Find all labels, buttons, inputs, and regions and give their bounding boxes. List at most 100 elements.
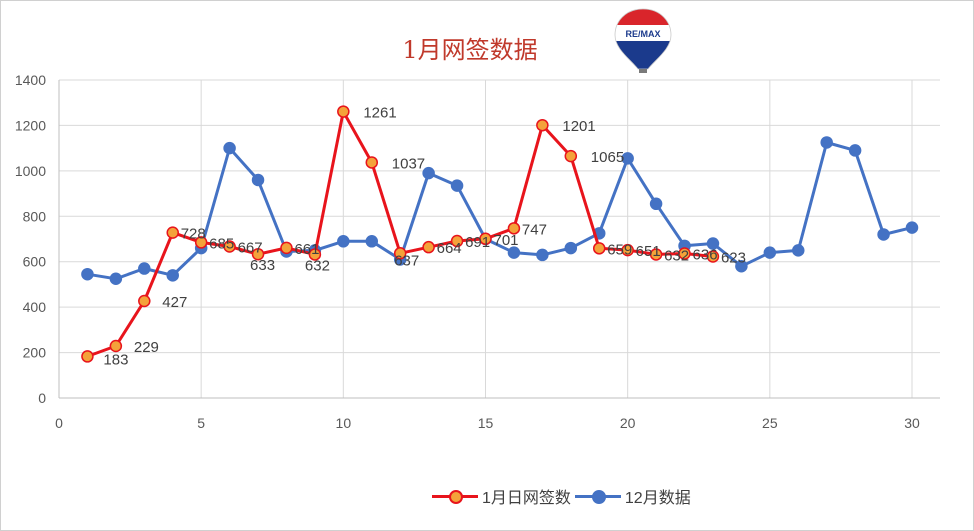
series-2-point — [166, 269, 179, 282]
series-1-point — [138, 294, 151, 308]
series-1-point — [393, 247, 407, 260]
data-label: 728 — [181, 226, 206, 243]
x-tick-label: 10 — [336, 415, 352, 431]
series-1-point — [507, 222, 521, 235]
series-2-point — [422, 166, 435, 180]
data-label: 637 — [394, 252, 419, 269]
series-2-point — [649, 197, 663, 211]
series-1-point — [251, 247, 265, 261]
series-2-point — [365, 235, 379, 248]
data-label: 427 — [162, 294, 187, 311]
x-tick-label: 5 — [197, 415, 205, 431]
data-label: 632 — [664, 247, 689, 264]
data-label: 701 — [494, 232, 519, 249]
data-label: 661 — [294, 241, 319, 258]
series-1-point — [621, 243, 634, 257]
series-2-point — [223, 141, 236, 155]
data-label: 229 — [134, 339, 159, 356]
series-1-point — [450, 234, 464, 248]
series-1-point — [223, 240, 236, 253]
data-label: 691 — [465, 234, 490, 251]
series-1-point — [592, 242, 606, 255]
series-2-point — [905, 221, 919, 234]
data-label: 183 — [103, 351, 128, 368]
y-tick-label: 600 — [23, 254, 47, 270]
series-lines — [81, 105, 919, 363]
y-tick-label: 1000 — [15, 163, 46, 179]
x-tick-label: 30 — [904, 415, 920, 431]
legend-label-series-1: 1月日网签数 — [482, 490, 571, 507]
series-2-point — [507, 246, 521, 259]
x-tick-label: 20 — [620, 415, 636, 431]
series-1-point — [649, 248, 663, 261]
series-1-point — [308, 248, 322, 261]
series-1-point — [479, 232, 492, 246]
remax-balloon-logo: RE/MAX — [610, 5, 676, 81]
data-label: 659 — [607, 241, 632, 258]
legend-item-series-1[interactable]: 1月日网签数 — [432, 484, 571, 508]
data-label: 623 — [721, 249, 746, 266]
series-2-point — [820, 136, 833, 149]
data-label: 667 — [238, 239, 263, 256]
y-tick-label: 1200 — [15, 117, 46, 133]
series-2-point — [877, 228, 890, 241]
data-label: 664 — [437, 240, 462, 257]
series-1-point — [678, 247, 691, 260]
logo-text: RE/MAX — [625, 29, 660, 39]
series-1-point — [536, 118, 549, 132]
data-label: 1037 — [392, 155, 425, 172]
series-2-point — [763, 246, 777, 259]
series-1-point — [166, 226, 179, 239]
series-2-point — [621, 152, 634, 165]
data-label: 633 — [250, 257, 275, 274]
chart-title: 1月网签数据 — [402, 36, 538, 64]
legend: 1月日网签数 12月数据 — [432, 484, 695, 508]
series-2-point — [251, 173, 265, 187]
data-label: 636 — [693, 247, 718, 264]
legend-item-series-2[interactable]: 12月数据 — [574, 484, 691, 508]
series-2-point — [792, 244, 805, 257]
legend-label-series-2: 12月数据 — [624, 490, 691, 507]
legend-swatch-series-2 — [574, 486, 621, 506]
series-2-point — [536, 248, 549, 262]
series-1-point — [337, 105, 350, 118]
series-2-point — [564, 241, 578, 255]
data-label: 1261 — [363, 105, 396, 122]
series-1-point — [564, 149, 578, 163]
y-tick-label: 800 — [23, 208, 47, 224]
data-label: 1065 — [591, 149, 624, 166]
data-label: 651 — [636, 243, 661, 260]
series-1-point — [422, 240, 435, 254]
series-1-point — [81, 350, 94, 363]
series-2-point — [450, 179, 464, 192]
axes: 0 200 400 600 800 1000 1200 1400 0 5 10 15 20 25 30 — [15, 72, 940, 431]
y-tick-label: 200 — [23, 345, 47, 361]
y-tick-label: 0 — [38, 390, 46, 406]
data-label: 685 — [209, 235, 234, 252]
x-tick-label: 0 — [55, 415, 63, 431]
series-2-point — [81, 267, 94, 281]
series-1-point — [194, 236, 208, 249]
series-2-point — [848, 144, 862, 157]
data-label: 747 — [522, 221, 547, 238]
legend-swatch-series-1 — [432, 486, 478, 506]
series-2-point — [138, 262, 151, 275]
series-2-point — [109, 272, 123, 285]
series-1-point — [365, 156, 379, 169]
series-1-point — [109, 339, 123, 353]
data-label: 1201 — [562, 118, 595, 135]
x-tick-label: 25 — [762, 415, 778, 431]
y-tick-label: 400 — [23, 299, 47, 315]
series-1-point — [280, 241, 293, 255]
data-label: 632 — [305, 257, 330, 274]
x-tick-label: 15 — [478, 415, 494, 431]
y-tick-label: 1400 — [15, 72, 46, 88]
series-2-point — [735, 260, 748, 273]
series-1-point — [706, 250, 720, 263]
series-2-point — [706, 237, 720, 250]
series-2-point — [337, 235, 350, 248]
series-line-2 — [87, 141, 913, 281]
